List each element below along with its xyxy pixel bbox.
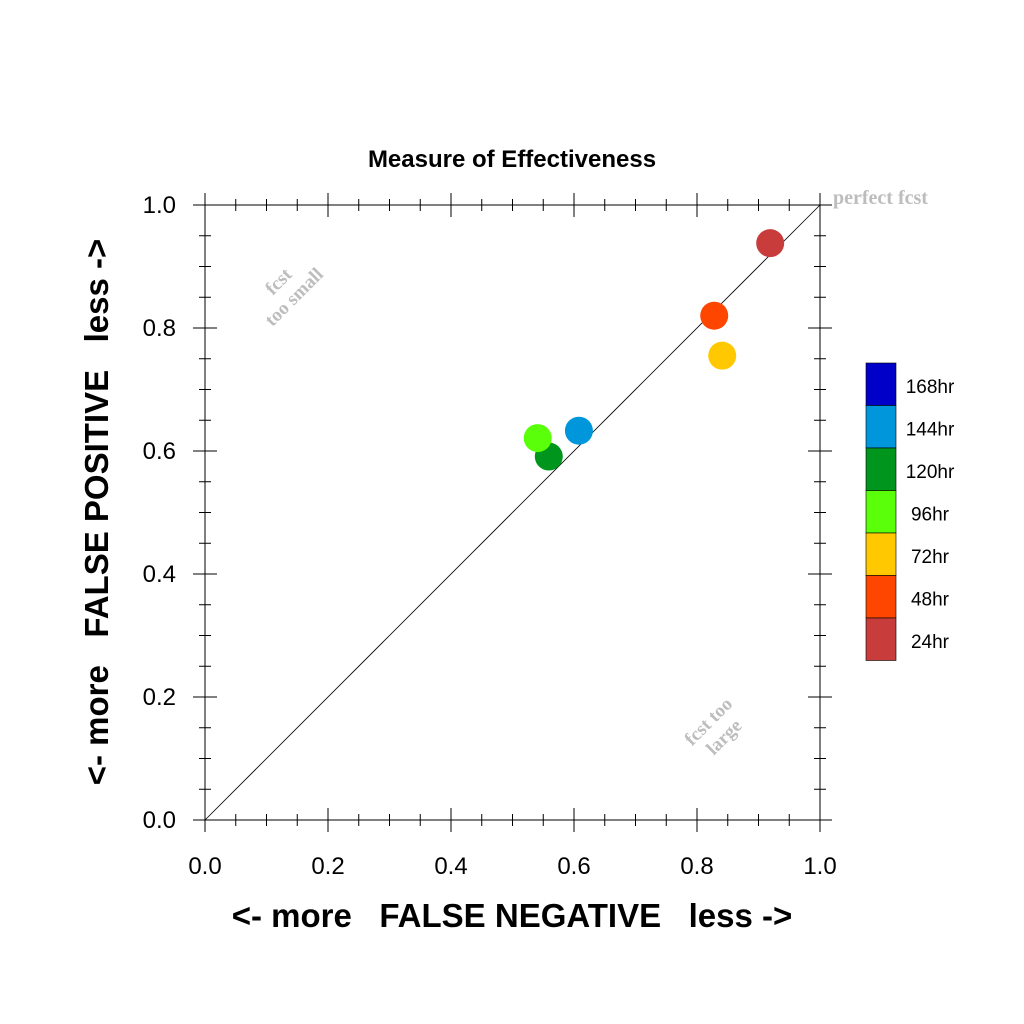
data-point-48hr: [700, 301, 729, 330]
legend-label-168hr: 168hr: [906, 377, 955, 398]
x-tick-labels: 0.0 0.2 0.4 0.6 0.8 1.0: [188, 853, 836, 880]
axis-ticks: [193, 193, 832, 832]
legend-swatch-48hr: [865, 575, 897, 619]
legend-swatch-168hr: [865, 362, 897, 406]
legend-swatch-24hr: [865, 617, 897, 661]
legend-label-24hr: 24hr: [911, 632, 950, 653]
data-point-72hr: [708, 341, 737, 370]
x-tick-label: 0.2: [311, 853, 344, 880]
legend-swatch-72hr: [865, 532, 897, 576]
legend-label-96hr: 96hr: [911, 505, 950, 526]
data-point-144hr: [564, 416, 593, 445]
data-point-24hr: [756, 229, 785, 258]
legend-label-120hr: 120hr: [906, 462, 955, 483]
x-tick-label: 0.4: [434, 853, 467, 880]
y-axis-label: <- more FALSE POSITIVE less ->: [78, 239, 115, 786]
legend-swatch-120hr: [865, 447, 897, 491]
x-axis-label: <- more FALSE NEGATIVE less ->: [232, 897, 793, 934]
chart-title: Measure of Effectiveness: [368, 146, 656, 173]
y-tick-label: 0.8: [143, 315, 176, 342]
legend-label-48hr: 48hr: [911, 590, 950, 611]
y-tick-label: 0.4: [143, 561, 176, 588]
data-point-96hr: [523, 424, 552, 453]
x-tick-label: 0.8: [680, 853, 713, 880]
y-tick-label: 0.6: [143, 438, 176, 465]
data-points: [523, 229, 785, 471]
legend-label-144hr: 144hr: [906, 420, 955, 441]
legend-label-72hr: 72hr: [911, 547, 950, 568]
y-tick-label: 1.0: [143, 192, 176, 219]
y-tick-labels: 0.0 0.2 0.4 0.6 0.8 1.0: [143, 192, 176, 834]
annotation-fcst-too-small: fcst too small: [261, 264, 328, 331]
y-tick-label: 0.2: [143, 684, 176, 711]
x-tick-label: 1.0: [803, 853, 836, 880]
x-tick-label: 0.6: [557, 853, 590, 880]
y-tick-label: 0.0: [143, 807, 176, 834]
legend-swatch-144hr: [865, 405, 897, 449]
x-tick-label: 0.0: [188, 853, 221, 880]
legend: 168hr 144hr 120hr 96hr 72hr 48hr 24hr: [865, 362, 955, 661]
annotation-fcst-too-large: fcst too large: [681, 694, 747, 760]
annotation-perfect-fcst: perfect fcst: [833, 187, 928, 209]
legend-swatch-96hr: [865, 490, 897, 534]
